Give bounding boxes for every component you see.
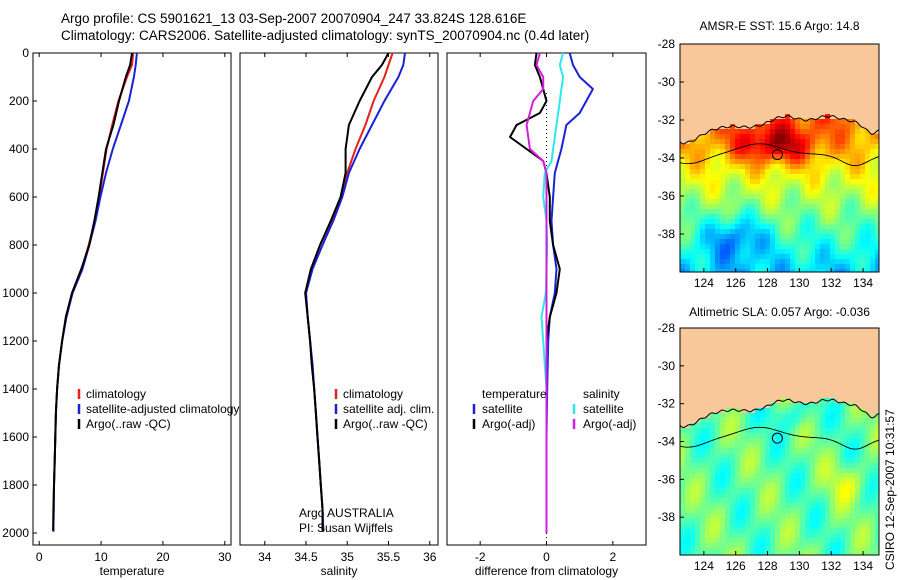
depth-ytick-label: 1200 (2, 334, 29, 348)
sla-map-xtick-label: 134 (853, 559, 873, 573)
temperature-legend-label: Argo(..raw -QC) (86, 417, 171, 431)
depth-ytick-label: 1800 (2, 478, 29, 492)
sla-map-ytick-label: -38 (658, 510, 676, 524)
sla-map-float-marker (771, 432, 783, 444)
salinity-xtick-label: 34.5 (294, 550, 318, 564)
difference-xtick-label: 2 (609, 550, 616, 564)
difference-legend-label: Argo(-adj) (583, 417, 636, 431)
difference-xtick-label: 0 (543, 550, 550, 564)
difference-xtick-label: -2 (475, 550, 486, 564)
salinity-xtick-label: 34 (258, 550, 272, 564)
sst-map-panel: AMSR-E SST: 15.6 Argo: 14.8 124 126 128 130 1… (658, 19, 880, 290)
depth-ytick-label: 0 (22, 46, 29, 60)
sla-map-ytick-label: -34 (658, 435, 676, 449)
salinity-xtick-label: 35.5 (377, 550, 401, 564)
sst-map-ytick-label: -38 (658, 227, 676, 241)
salinity-series-argo-raw-qc- (304, 52, 390, 531)
sst-map-xtick-label: 134 (853, 276, 873, 290)
difference-legend-salinity: salinity (583, 387, 620, 401)
sla-map-xtick-label: 128 (758, 559, 778, 573)
temperature-xlabel: temperature (100, 564, 165, 578)
temperature-xtick-label: 0 (36, 550, 43, 564)
sst-map-ytick-label: -28 (658, 37, 676, 51)
temperature-axes-box (32, 52, 232, 546)
platform-annotation: Argo AUSTRALIA (299, 506, 394, 520)
depth-ytick-label: 2000 (2, 526, 29, 540)
sst-map-ytick-label: -32 (658, 113, 676, 127)
sst-map-ytick-label: -36 (658, 189, 676, 203)
salinity-legend-label: Argo(..raw -QC) (343, 417, 428, 431)
sla-map-ytick-label: -32 (658, 397, 676, 411)
temperature-xtick-label: 10 (94, 550, 108, 564)
salinity-xtick-label: 36 (423, 550, 437, 564)
depth-ytick-label: 1400 (2, 382, 29, 396)
depth-ytick-label: 1000 (2, 286, 29, 300)
salinity-xtick-label: 35 (341, 550, 355, 564)
temperature-xtick-label: 30 (218, 550, 232, 564)
pi-annotation: PI: Susan Wijffels (299, 521, 393, 535)
sst-map-coastline (679, 114, 879, 145)
sla-map-xtick-label: 132 (821, 559, 841, 573)
difference-series-temperature-satellite (545, 52, 594, 533)
temperature-xtick-label: 20 (156, 550, 170, 564)
salinity-xlabel: salinity (321, 564, 358, 578)
sst-map-raster (680, 44, 879, 272)
sla-map-coastline (679, 398, 879, 429)
sst-map-title: AMSR-E SST: 15.6 Argo: 14.8 (699, 19, 859, 33)
sla-map-xtick-label: 130 (789, 559, 809, 573)
difference-series-salinity-argo-adj- (525, 52, 548, 533)
temperature-panel: 0 10 20 30 temperature 0 200 400 600 800 1000 1200 1… (2, 46, 239, 578)
sst-map-xtick-label: 128 (758, 276, 778, 290)
difference-legend-label: satellite (482, 402, 523, 416)
sla-map-ytick-label: -36 (658, 472, 676, 486)
sla-map-title: Altimetric SLA: 0.057 Argo: -0.036 (689, 305, 870, 319)
sst-map-ytick-label: -34 (658, 151, 676, 165)
sst-map-ytick-label: -30 (658, 75, 676, 89)
depth-ytick-label: 400 (9, 142, 29, 156)
depth-ytick-label: 1600 (2, 430, 29, 444)
sst-map-xtick-label: 130 (789, 276, 809, 290)
salinity-legend-label: satellite adj. clim. (343, 402, 434, 416)
difference-legend-label: satellite (583, 402, 624, 416)
sst-map-float-marker (771, 149, 783, 161)
sla-map-ytick-label: -30 (658, 359, 676, 373)
sla-map-raster (680, 328, 879, 555)
sst-map-xtick-label: 124 (694, 276, 714, 290)
salinity-panel: 34 34.5 35 35.5 36 salinity climatologysatelli… (239, 52, 439, 578)
depth-ytick-label: 600 (9, 190, 29, 204)
figure-title-line2: Climatology: CARS2006. Satellite-adjuste… (61, 28, 590, 43)
difference-legend-temperature: temperature (482, 387, 547, 401)
salinity-axes-box (239, 52, 439, 546)
depth-ytick-label: 800 (9, 238, 29, 252)
difference-xlabel: difference from climatology (475, 564, 618, 578)
sla-map-depth-contour (679, 426, 879, 450)
sla-map-xtick-label: 126 (726, 559, 746, 573)
temperature-legend-label: satellite-adjusted climatology (86, 402, 239, 416)
sla-map-xtick-label: 124 (694, 559, 714, 573)
depth-ytick-label: 200 (9, 94, 29, 108)
figure-title-line1: Argo profile: CS 5901621_13 03-Sep-2007 … (61, 11, 527, 26)
salinity-legend-label: climatology (343, 387, 403, 401)
sst-map-depth-contour (679, 143, 879, 167)
sla-map-panel: Altimetric SLA: 0.057 Argo: -0.036 124 126… (658, 305, 880, 573)
difference-legend-label: Argo(-adj) (482, 417, 535, 431)
sla-map-ytick-label: -28 (658, 321, 676, 335)
sst-map-xtick-label: 132 (821, 276, 841, 290)
temperature-series-argo-raw-qc- (52, 52, 133, 531)
sst-map-xtick-label: 126 (726, 276, 746, 290)
temperature-legend-label: climatology (86, 387, 146, 401)
